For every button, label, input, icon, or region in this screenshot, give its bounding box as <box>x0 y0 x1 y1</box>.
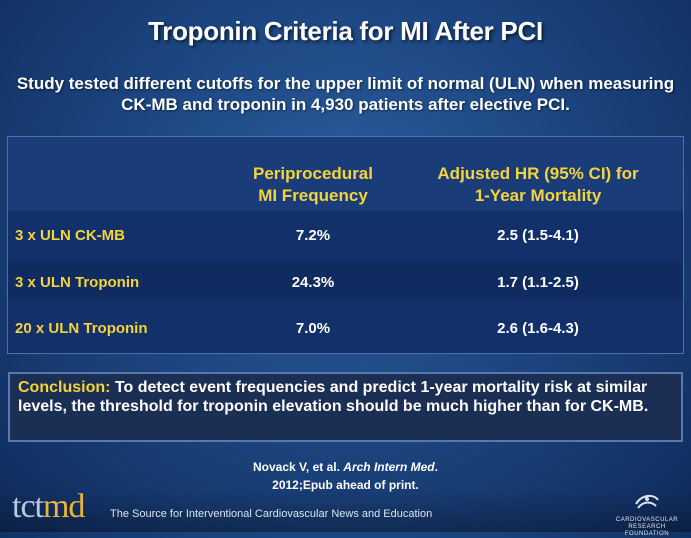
citation-details: 2012;Epub ahead of print. <box>272 478 419 492</box>
conclusion-box: Conclusion: To detect event frequencies … <box>8 372 683 442</box>
header-mi-frequency-line2: MI Frequency <box>258 186 368 205</box>
header-mi-frequency: Periprocedural MI Frequency <box>223 163 403 207</box>
citation-authors: Novack V, et al. <box>253 460 340 474</box>
slide-title: Troponin Criteria for MI After PCI <box>148 16 543 46</box>
row-label: 20 x ULN Troponin <box>15 320 148 337</box>
foundation-emblem-icon <box>635 494 659 509</box>
header-mi-frequency-line1: Periprocedural <box>253 164 373 183</box>
row-hr: 2.5 (1.5-4.1) <box>497 227 579 244</box>
row-label: 3 x ULN CK-MB <box>15 227 126 244</box>
conclusion-text: To detect event frequencies and predict … <box>18 379 649 415</box>
foundation-text: CARDIOVASCULAR RESEARCH FOUNDATION <box>615 517 679 537</box>
citation-journal: Arch Intern Med <box>343 460 435 474</box>
foundation-logo: CARDIOVASCULAR RESEARCH FOUNDATION <box>612 490 682 537</box>
row-label: 3 x ULN Troponin <box>15 274 140 291</box>
footer-bar <box>0 488 691 532</box>
row-frequency: 24.3% <box>291 274 335 291</box>
row-frequency: 7.0% <box>295 320 331 337</box>
table-header-row <box>8 137 683 211</box>
results-table: Periprocedural MI Frequency Adjusted HR … <box>7 136 684 354</box>
logo-tct: tct <box>12 488 44 525</box>
footer-tagline: The Source for Interventional Cardiovasc… <box>110 508 433 520</box>
header-adjusted-hr: Adjusted HR (95% CI) for 1-Year Mortalit… <box>413 163 663 207</box>
slide-subtitle: Study tested different cutoffs for the u… <box>16 74 675 114</box>
conclusion-label: Conclusion: <box>18 379 111 396</box>
header-adjusted-hr-line1: Adjusted HR (95% CI) for <box>437 164 639 183</box>
header-adjusted-hr-line2: 1-Year Mortality <box>474 186 602 205</box>
logo-md: md <box>42 488 85 525</box>
table-row <box>8 261 683 301</box>
tctmd-logo: tctmd <box>12 488 85 526</box>
citation-period: . <box>434 460 438 474</box>
row-hr: 2.6 (1.6-4.3) <box>497 320 579 337</box>
citation: Novack V, et al. Arch Intern Med. 2012;E… <box>0 458 691 494</box>
row-hr: 1.7 (1.1-2.5) <box>497 274 579 291</box>
row-frequency: 7.2% <box>295 227 331 244</box>
